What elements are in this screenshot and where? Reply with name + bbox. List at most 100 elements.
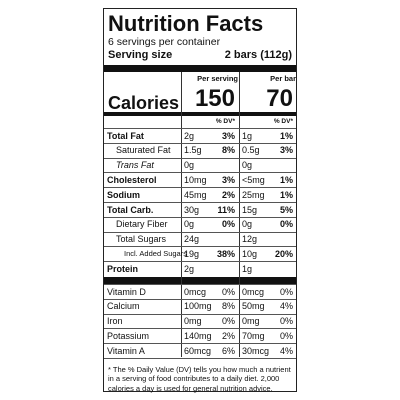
- amount: 12g: [242, 234, 258, 245]
- nutrient-label: Cholesterol: [107, 174, 157, 185]
- nutrition-label: Nutrition Facts 6 servings per container…: [103, 8, 297, 393]
- amount: 19g: [184, 248, 200, 259]
- nutrient-label: Vitamin A: [107, 345, 145, 356]
- amount: 0mcg: [184, 286, 207, 297]
- nutrient-label: Total Fat: [107, 130, 144, 141]
- hline: [104, 172, 296, 174]
- hline: [104, 358, 296, 359]
- daily-value: 2%: [221, 330, 235, 341]
- nutrient-label: Dietary Fiber: [116, 219, 168, 230]
- hline: [104, 284, 296, 285]
- amount: 2g: [184, 130, 195, 141]
- daily-value: 0%: [279, 330, 293, 341]
- hline: [104, 187, 296, 189]
- divider: [104, 65, 296, 72]
- daily-value: 1%: [279, 189, 293, 200]
- daily-value: 1%: [279, 130, 293, 141]
- amount: 0g: [242, 160, 253, 171]
- hline: [104, 142, 296, 144]
- nutrient-label: Calcium: [107, 301, 140, 312]
- daily-value: 4%: [279, 301, 293, 312]
- dv-header: % DV*: [215, 118, 235, 125]
- servings: 6 servings per container: [108, 36, 221, 48]
- calories-value: 70: [266, 85, 293, 112]
- daily-value: 11%: [217, 204, 235, 215]
- amount: 25mg: [242, 189, 265, 200]
- hline: [104, 343, 296, 345]
- amount: 2g: [184, 263, 195, 274]
- amount: 45mg: [184, 189, 207, 200]
- daily-value: 4%: [279, 345, 293, 356]
- daily-value: 3%: [279, 145, 293, 156]
- hline: [104, 202, 296, 203]
- footnote: * The % Daily Value (DV) tells you how m…: [108, 365, 291, 393]
- hline: [104, 216, 296, 218]
- column-header: Per bar: [270, 74, 296, 83]
- nutrient-label: Incl. Added Sugars: [124, 248, 187, 258]
- amount: 30g: [184, 204, 200, 215]
- hline: [104, 261, 296, 263]
- amount: 15g: [242, 204, 258, 215]
- amount: 24g: [184, 234, 200, 245]
- amount: 1g: [242, 263, 253, 274]
- divider: [104, 277, 296, 284]
- hline: [104, 231, 296, 233]
- daily-value: 0%: [221, 316, 235, 327]
- daily-value: 5%: [279, 204, 293, 215]
- column-divider: [239, 72, 240, 357]
- daily-value: 0%: [279, 286, 293, 297]
- amount: 0g: [242, 219, 253, 230]
- amount: 100mg: [184, 301, 212, 312]
- column-header: Per serving: [197, 74, 238, 83]
- daily-value: 0%: [221, 286, 235, 297]
- column-divider: [181, 72, 182, 357]
- daily-value: 20%: [274, 248, 293, 259]
- nutrient-label: Iron: [107, 316, 123, 327]
- amount: 10mg: [184, 174, 207, 185]
- nutrient-label: Sodium: [107, 189, 140, 200]
- daily-value: 0%: [279, 316, 293, 327]
- hline: [104, 157, 296, 159]
- amount: 10g: [242, 248, 258, 259]
- daily-value: 0%: [221, 219, 235, 230]
- serving-size-label: Serving size: [108, 49, 173, 61]
- amount: 140mg: [184, 330, 212, 341]
- nutrient-label: Total Sugars: [116, 234, 167, 245]
- amount: 0.5g: [242, 145, 260, 156]
- amount: 1g: [242, 130, 253, 141]
- nutrient-label: Potassium: [107, 330, 150, 341]
- hline: [104, 246, 296, 248]
- daily-value: 2%: [221, 189, 235, 200]
- dv-header: % DV*: [273, 118, 293, 125]
- hline: [104, 328, 296, 330]
- amount: 0mg: [242, 316, 260, 327]
- calories-label: Calories: [108, 93, 180, 113]
- title: Nutrition Facts: [108, 11, 264, 36]
- nutrient-label: Vitamin D: [107, 286, 146, 297]
- daily-value: 6%: [221, 345, 235, 356]
- daily-value: 8%: [221, 145, 235, 156]
- amount: 1.5g: [184, 145, 202, 156]
- hline: [104, 313, 296, 315]
- hline: [104, 128, 296, 129]
- amount: 0g: [184, 160, 195, 171]
- amount: 50mg: [242, 301, 265, 312]
- nutrient-label: Trans Fat: [116, 160, 154, 171]
- divider: [104, 112, 296, 116]
- nutrient-label: Protein: [107, 263, 139, 274]
- amount: 70mg: [242, 330, 265, 341]
- calories-value: 150: [194, 85, 235, 112]
- daily-value: 3%: [221, 174, 235, 185]
- amount: 0mg: [184, 316, 202, 327]
- serving-size-value: 2 bars (112g): [224, 49, 292, 61]
- daily-value: 0%: [279, 219, 293, 230]
- daily-value: 1%: [279, 174, 293, 185]
- daily-value: 8%: [221, 301, 235, 312]
- hline: [104, 298, 296, 300]
- nutrient-label: Total Carb.: [107, 204, 154, 215]
- nutrient-label: Saturated Fat: [116, 145, 171, 156]
- daily-value: 38%: [216, 248, 235, 259]
- amount: 0mcg: [242, 286, 265, 297]
- amount: 60mcg: [184, 345, 212, 356]
